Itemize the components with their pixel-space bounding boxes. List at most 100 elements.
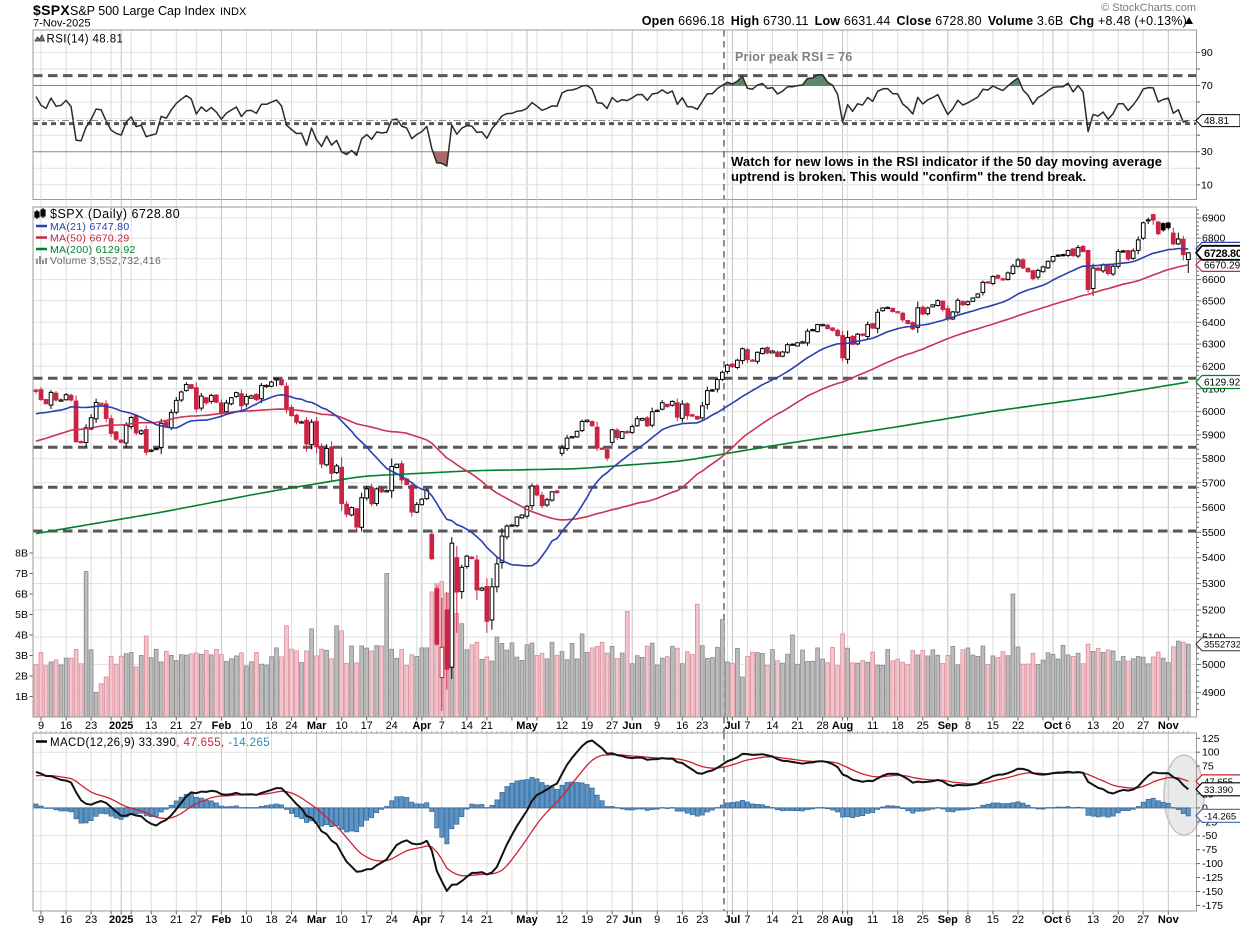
- svg-text:Feb: Feb: [212, 720, 232, 732]
- svg-text:23: 23: [85, 914, 97, 926]
- svg-text:125: 125: [1202, 733, 1220, 745]
- svg-text:-100: -100: [1202, 858, 1223, 870]
- svg-text:20: 20: [1112, 914, 1124, 926]
- svg-text:24: 24: [386, 720, 398, 732]
- svg-text:7: 7: [744, 720, 750, 732]
- svg-text:9: 9: [38, 720, 44, 732]
- svg-text:16: 16: [676, 720, 688, 732]
- svg-text:6600: 6600: [1202, 274, 1226, 286]
- svg-text:$SPX (Daily) 6728.80: $SPX (Daily) 6728.80: [50, 207, 180, 221]
- svg-text:10: 10: [335, 720, 347, 732]
- svg-text:May: May: [516, 914, 538, 926]
- svg-text:27: 27: [190, 914, 202, 926]
- svg-text:-150: -150: [1202, 886, 1223, 898]
- svg-text:6000: 6000: [1202, 406, 1226, 418]
- svg-text:Oct: Oct: [1044, 914, 1063, 926]
- svg-text:6728.80: 6728.80: [1204, 248, 1240, 260]
- svg-text:7-Nov-2025: 7-Nov-2025: [33, 18, 90, 30]
- svg-text:27: 27: [606, 914, 618, 926]
- svg-text:20: 20: [1112, 720, 1124, 732]
- svg-text:18: 18: [265, 720, 277, 732]
- svg-text:16: 16: [60, 720, 72, 732]
- svg-text:15: 15: [987, 914, 999, 926]
- svg-text:6900: 6900: [1202, 213, 1226, 225]
- svg-text:24: 24: [386, 914, 398, 926]
- svg-text:30: 30: [1201, 146, 1213, 158]
- svg-text:6: 6: [1065, 720, 1071, 732]
- svg-text:17: 17: [361, 720, 373, 732]
- svg-text:21: 21: [791, 720, 803, 732]
- svg-text:15: 15: [987, 720, 999, 732]
- svg-text:Jul: Jul: [724, 720, 740, 732]
- svg-text:5500: 5500: [1202, 527, 1226, 539]
- svg-text:Nov: Nov: [1158, 720, 1180, 732]
- svg-text:11: 11: [867, 914, 878, 926]
- svg-text:May: May: [516, 720, 538, 732]
- svg-text:75: 75: [1202, 761, 1214, 773]
- svg-text:2B: 2B: [15, 671, 28, 683]
- svg-text:6200: 6200: [1202, 361, 1226, 373]
- svg-text:Aug: Aug: [832, 720, 853, 732]
- svg-text:Volume 3,552,732,416: Volume 3,552,732,416: [50, 255, 161, 267]
- svg-text:-14.265: -14.265: [1204, 811, 1236, 822]
- svg-text:90: 90: [1201, 47, 1213, 59]
- svg-text:28: 28: [816, 914, 828, 926]
- svg-text:9: 9: [654, 720, 660, 732]
- svg-text:MA(200) 6129.92: MA(200) 6129.92: [50, 244, 136, 256]
- svg-text:25: 25: [917, 914, 929, 926]
- svg-text:23: 23: [85, 720, 97, 732]
- svg-text:1B: 1B: [15, 691, 28, 703]
- svg-text:3B: 3B: [15, 650, 28, 662]
- svg-text:27: 27: [1137, 720, 1149, 732]
- svg-text:14: 14: [766, 720, 778, 732]
- svg-text:24: 24: [285, 914, 297, 926]
- svg-text:17: 17: [361, 914, 373, 926]
- svg-text:4B: 4B: [15, 630, 28, 642]
- svg-text:0: 0: [1202, 802, 1208, 814]
- svg-text:2025: 2025: [109, 914, 133, 926]
- svg-text:Jul: Jul: [724, 914, 740, 926]
- svg-text:Aug: Aug: [832, 914, 853, 926]
- svg-text:48.81: 48.81: [1204, 116, 1229, 127]
- svg-text:8B: 8B: [15, 548, 28, 560]
- svg-text:10: 10: [240, 720, 252, 732]
- svg-text:Mar: Mar: [307, 720, 327, 732]
- svg-text:3552732: 3552732: [1204, 640, 1240, 651]
- svg-text:27: 27: [606, 720, 618, 732]
- svg-text:9: 9: [38, 914, 44, 926]
- svg-text:24: 24: [285, 720, 297, 732]
- svg-text:5900: 5900: [1202, 430, 1226, 442]
- svg-text:Mar: Mar: [307, 914, 327, 926]
- svg-text:$SPX: $SPX: [33, 2, 70, 18]
- svg-text:Oct: Oct: [1044, 720, 1063, 732]
- svg-text:10: 10: [240, 914, 252, 926]
- svg-text:Feb: Feb: [212, 914, 232, 926]
- svg-text:S&P 500 Large Cap Index: S&P 500 Large Cap Index: [70, 4, 216, 18]
- svg-text:2025: 2025: [109, 720, 133, 732]
- svg-text:14: 14: [766, 914, 778, 926]
- svg-text:21: 21: [170, 720, 182, 732]
- svg-text:8: 8: [965, 914, 971, 926]
- svg-text:5600: 5600: [1202, 502, 1226, 514]
- svg-text:10: 10: [335, 914, 347, 926]
- svg-text:6129.92: 6129.92: [1204, 378, 1240, 389]
- svg-text:MA(21) 6747.80: MA(21) 6747.80: [50, 221, 130, 233]
- svg-text:-75: -75: [1202, 844, 1217, 856]
- svg-text:11: 11: [867, 720, 878, 732]
- svg-text:23: 23: [696, 720, 708, 732]
- svg-text:© StockCharts.com: © StockCharts.com: [1101, 2, 1196, 14]
- svg-text:28: 28: [816, 720, 828, 732]
- svg-text:6800: 6800: [1202, 233, 1226, 245]
- svg-text:10: 10: [1201, 179, 1213, 191]
- svg-text:-175: -175: [1202, 900, 1223, 912]
- svg-text:25: 25: [917, 720, 929, 732]
- svg-text:RSI(14) 48.81: RSI(14) 48.81: [47, 34, 124, 46]
- svg-text:MA(50) 6670.29: MA(50) 6670.29: [50, 233, 130, 245]
- svg-text:Jun: Jun: [622, 720, 642, 732]
- svg-text:70: 70: [1201, 80, 1213, 92]
- svg-text:7: 7: [744, 914, 750, 926]
- svg-text:5800: 5800: [1202, 453, 1226, 465]
- svg-text:19: 19: [581, 914, 593, 926]
- svg-text:33.390: 33.390: [1204, 785, 1233, 796]
